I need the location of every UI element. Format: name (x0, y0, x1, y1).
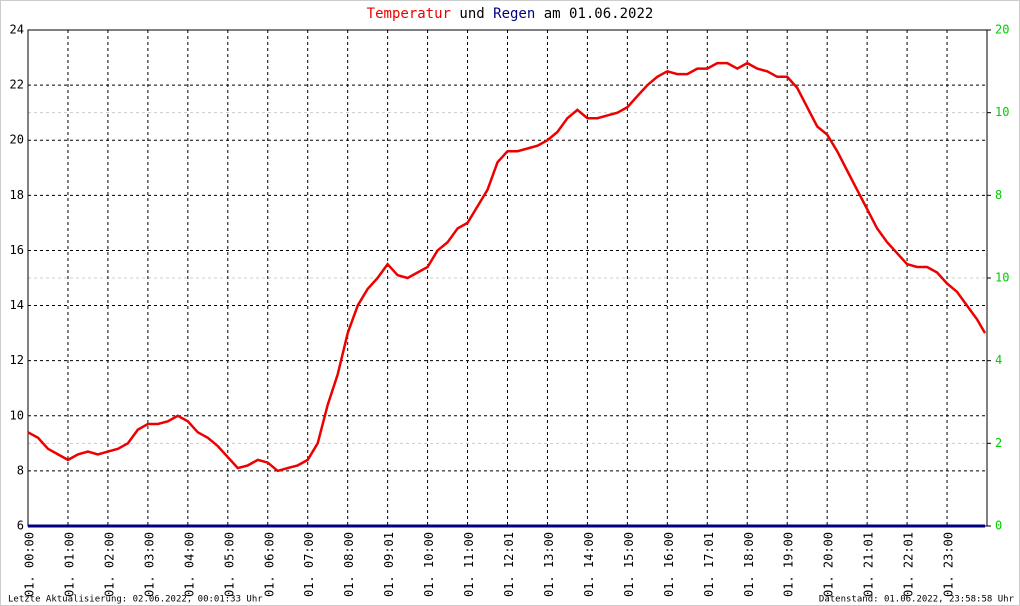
x-tick-label: 01. 19:00 (782, 532, 796, 597)
y2-tick-label: 10 (995, 105, 1009, 119)
x-tick-label: 01. 04:00 (182, 532, 196, 597)
footer-left: Letzte Aktualisierung: 02.06.2022, 00:01… (8, 595, 263, 605)
title-part: am 01.06.2022 (544, 6, 654, 22)
y-tick-label: 22 (10, 78, 24, 92)
title-part: und (459, 6, 484, 22)
x-tick-label: 01. 03:00 (142, 532, 156, 597)
y-tick-label: 16 (10, 243, 24, 257)
x-tick-label: 01. 10:00 (422, 532, 436, 597)
x-tick-label: 01. 13:00 (542, 532, 556, 597)
x-tick-label: 01. 00:00 (23, 532, 37, 597)
x-tick-label: 01. 09:01 (382, 532, 396, 597)
y-tick-label: 12 (10, 353, 24, 367)
x-tick-label: 01. 17:01 (702, 532, 716, 597)
y2-tick-label: 20 (995, 23, 1009, 37)
x-tick-label: 01. 02:00 (102, 532, 116, 597)
y-tick-label: 14 (10, 298, 24, 312)
y2-tick-label: 4 (995, 353, 1002, 367)
x-tick-label: 01. 23:00 (942, 532, 956, 597)
y2-tick-label: 8 (995, 188, 1002, 202)
x-tick-label: 01. 16:00 (662, 532, 676, 597)
x-tick-label: 01. 22:01 (902, 532, 916, 597)
x-tick-label: 01. 14:00 (582, 532, 596, 597)
y2-tick-label: 2 (995, 436, 1002, 450)
x-tick-label: 01. 18:00 (742, 532, 756, 597)
x-tick-label: 01. 01:00 (62, 532, 76, 597)
x-tick-label: 01. 11:00 (462, 532, 476, 597)
x-tick-label: 01. 20:00 (822, 532, 836, 597)
y-tick-label: 20 (10, 133, 24, 147)
x-tick-label: 01. 07:00 (302, 532, 316, 597)
x-tick-label: 01. 06:00 (262, 532, 276, 597)
title-part: Regen (493, 6, 535, 22)
x-tick-label: 01. 15:00 (622, 532, 636, 597)
y-tick-label: 8 (17, 463, 24, 477)
y2-tick-label: 0 (995, 519, 1002, 533)
y-tick-label: 24 (10, 23, 24, 37)
x-tick-label: 01. 08:00 (342, 532, 356, 597)
y-tick-label: 10 (10, 408, 24, 422)
series-line (27, 61, 987, 473)
chart-title: Temperatur und Regen am 01.06.2022 (367, 6, 654, 22)
y2-tick-label: 10 (995, 271, 1009, 285)
title-part: Temperatur (367, 6, 451, 22)
y-tick-label: 18 (10, 188, 24, 202)
x-tick-label: 01. 12:01 (502, 532, 516, 597)
x-tick-label: 01. 21:01 (862, 532, 876, 597)
footer-right: Datenstand: 01.06.2022, 23:58:58 Uhr (819, 595, 1015, 605)
x-tick-label: 01. 05:00 (222, 532, 236, 597)
y-tick-label: 6 (17, 519, 24, 533)
